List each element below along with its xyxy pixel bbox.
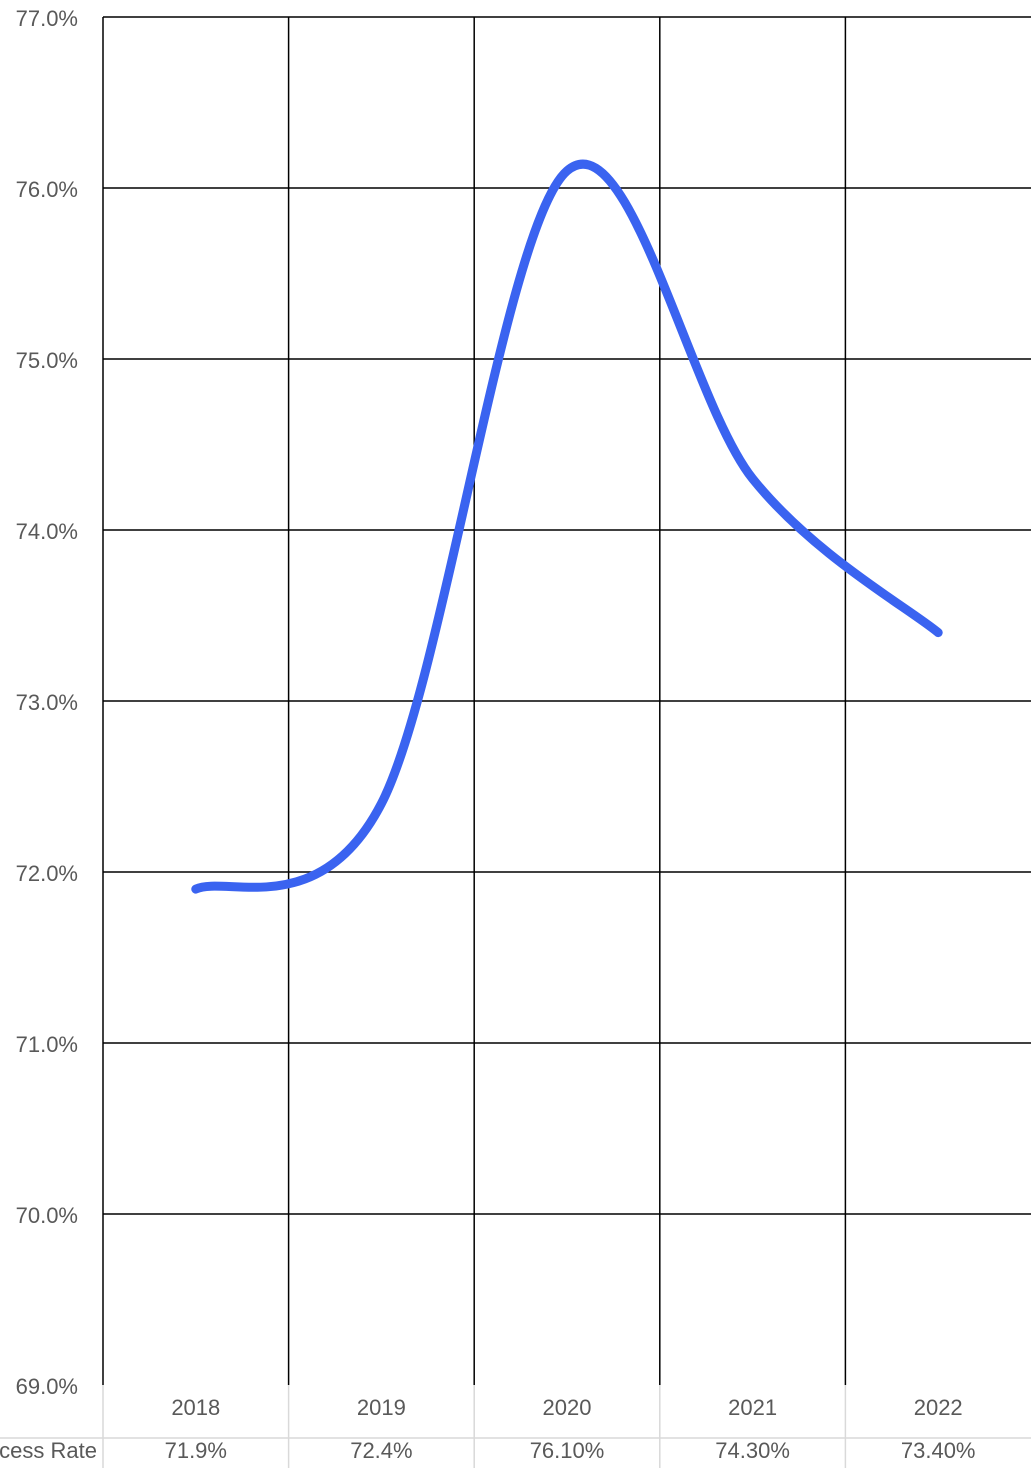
series-layer	[196, 164, 939, 889]
table-value-label: 74.30%	[715, 1438, 790, 1463]
grid-layer	[103, 17, 1031, 1385]
x-category-label: 2019	[357, 1395, 406, 1420]
data-table: 2018 2019 2020 2021 2022 Success Rate 71.9% 72.…	[0, 1385, 1031, 1468]
y-axis-tick-labels: 69.0% 70.0% 71.0% 72.0% 73.0% 74.0% 75.0% 76.0%…	[16, 6, 78, 1399]
x-category-label: 2020	[543, 1395, 592, 1420]
y-tick-label: 70.0%	[16, 1203, 78, 1228]
y-tick-label: 69.0%	[16, 1374, 78, 1399]
table-value-label: 73.40%	[901, 1438, 976, 1463]
table-value-label: 71.9%	[165, 1438, 227, 1463]
series-line	[196, 164, 938, 889]
table-value-label: 72.4%	[350, 1438, 412, 1463]
y-tick-label: 77.0%	[16, 6, 78, 31]
y-tick-label: 72.0%	[16, 861, 78, 886]
table-value-label: 76.10%	[530, 1438, 605, 1463]
y-tick-label: 74.0%	[16, 519, 78, 544]
x-category-label: 2018	[171, 1395, 220, 1420]
y-tick-label: 71.0%	[16, 1032, 78, 1057]
table-series-name: Success Rate	[0, 1438, 97, 1463]
y-tick-label: 76.0%	[16, 177, 78, 202]
x-category-label: 2022	[914, 1395, 963, 1420]
x-category-label: 2021	[728, 1395, 777, 1420]
y-tick-label: 73.0%	[16, 690, 78, 715]
y-tick-label: 75.0%	[16, 348, 78, 373]
